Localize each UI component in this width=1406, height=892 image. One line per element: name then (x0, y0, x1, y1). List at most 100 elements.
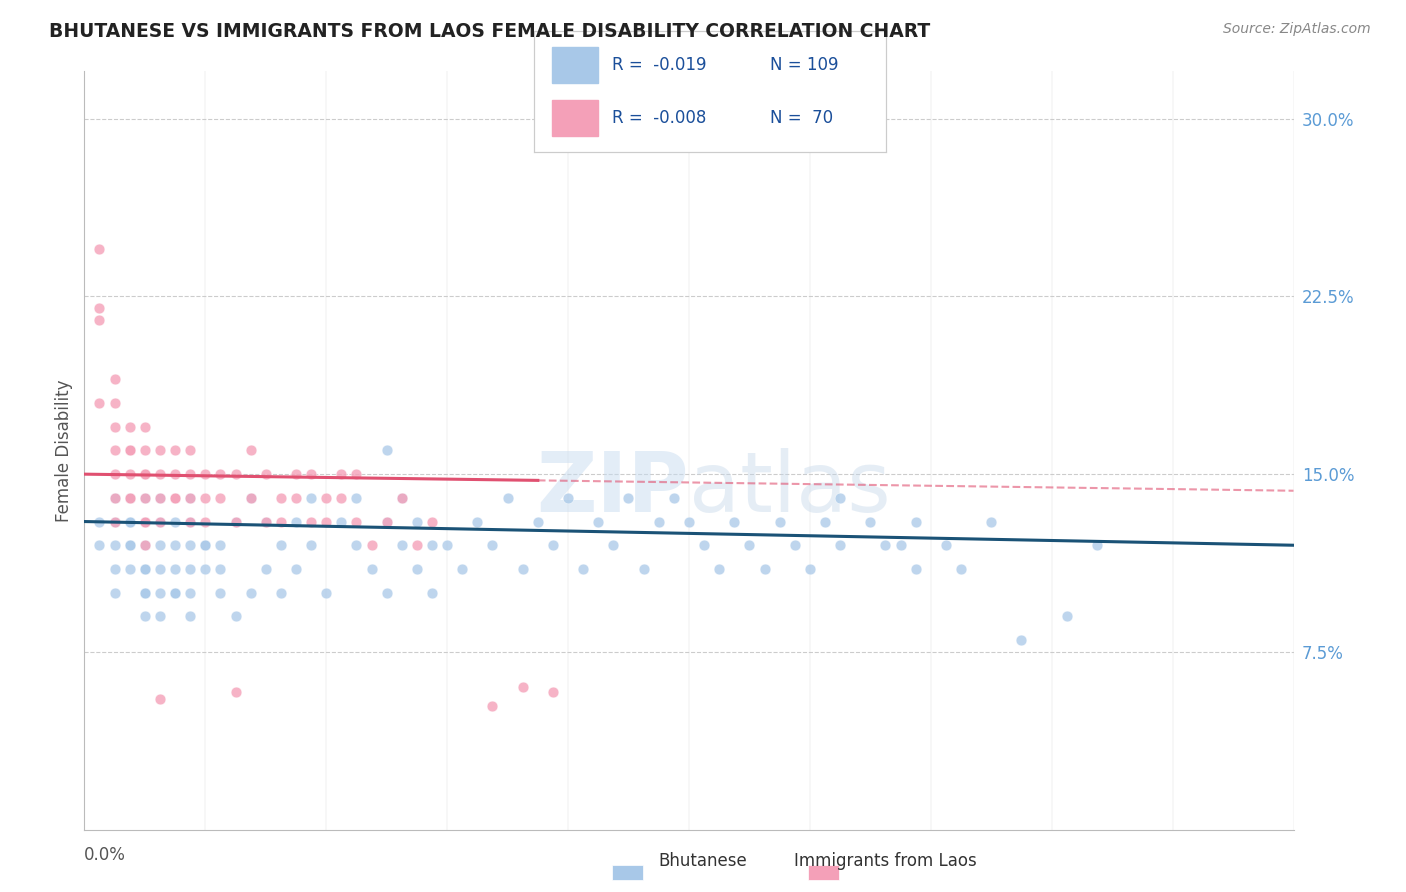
Point (104, 467, 127, 482)
Point (633, 562, 655, 576)
Point (270, 585, 292, 599)
Point (541, 685, 564, 699)
Point (225, 609, 247, 624)
Point (118, 538, 141, 552)
Point (179, 585, 201, 599)
Point (346, 538, 368, 552)
Point (194, 491, 217, 505)
Point (315, 585, 337, 599)
Point (134, 538, 156, 552)
Point (149, 467, 172, 482)
Point (935, 538, 957, 552)
Point (225, 685, 247, 699)
Point (134, 515, 156, 529)
Point (89, 396, 111, 410)
Point (209, 491, 232, 505)
Point (165, 585, 187, 599)
Point (406, 515, 429, 529)
Point (194, 562, 217, 576)
Text: Immigrants from Laos: Immigrants from Laos (794, 852, 977, 870)
Text: 0.0%: 0.0% (84, 847, 127, 864)
Point (239, 491, 262, 505)
Point (315, 491, 337, 505)
Point (360, 538, 382, 552)
Point (225, 467, 247, 482)
Point (194, 538, 217, 552)
Point (89, 538, 111, 552)
Point (194, 467, 217, 482)
Point (375, 585, 398, 599)
Point (104, 396, 127, 410)
Bar (551, 47, 598, 83)
Point (149, 443, 172, 458)
Point (149, 515, 172, 529)
Point (451, 562, 474, 576)
Point (360, 562, 382, 576)
Point (104, 515, 127, 529)
Point (375, 515, 398, 529)
Point (285, 515, 308, 529)
Point (254, 515, 277, 529)
Point (134, 491, 156, 505)
Point (254, 515, 277, 529)
Point (285, 562, 308, 576)
Point (481, 699, 503, 714)
Point (104, 443, 127, 458)
Point (104, 491, 127, 505)
Point (134, 585, 156, 599)
Point (89, 515, 111, 529)
Point (254, 467, 277, 482)
Point (754, 562, 776, 576)
Point (104, 515, 127, 529)
Text: N =  70: N = 70 (770, 109, 832, 127)
Point (799, 562, 821, 576)
Point (285, 467, 308, 482)
Point (239, 443, 262, 458)
Point (118, 538, 141, 552)
Point (225, 515, 247, 529)
Point (391, 491, 413, 505)
Text: R =  -0.008: R = -0.008 (612, 109, 706, 127)
Y-axis label: Female Disability: Female Disability (55, 379, 73, 522)
Text: Bhutanese: Bhutanese (658, 852, 748, 870)
Point (980, 515, 1002, 529)
Text: N = 109: N = 109 (770, 56, 838, 74)
Point (239, 585, 262, 599)
Point (118, 419, 141, 434)
Point (118, 443, 141, 458)
Point (496, 491, 519, 505)
Point (420, 585, 443, 599)
Point (179, 491, 201, 505)
Point (89, 313, 111, 327)
Point (648, 515, 671, 529)
Point (814, 515, 837, 529)
Point (179, 515, 201, 529)
Point (118, 515, 141, 529)
Point (617, 491, 640, 505)
Point (118, 491, 141, 505)
Point (134, 443, 156, 458)
Point (194, 515, 217, 529)
Point (254, 562, 277, 576)
Point (209, 467, 232, 482)
Text: R =  -0.019: R = -0.019 (612, 56, 706, 74)
Point (693, 538, 716, 552)
Point (572, 562, 595, 576)
Text: BHUTANESE VS IMMIGRANTS FROM LAOS FEMALE DISABILITY CORRELATION CHART: BHUTANESE VS IMMIGRANTS FROM LAOS FEMALE… (49, 22, 931, 41)
Bar (551, 100, 598, 136)
Point (104, 372, 127, 386)
Point (783, 538, 806, 552)
Point (134, 515, 156, 529)
Point (1011, 633, 1033, 648)
Point (89, 301, 111, 316)
Point (830, 538, 852, 552)
Point (527, 515, 550, 529)
Point (118, 491, 141, 505)
Point (588, 515, 610, 529)
Point (330, 467, 353, 482)
Point (118, 443, 141, 458)
Point (330, 491, 353, 505)
Point (285, 491, 308, 505)
Point (769, 515, 792, 529)
Point (225, 515, 247, 529)
